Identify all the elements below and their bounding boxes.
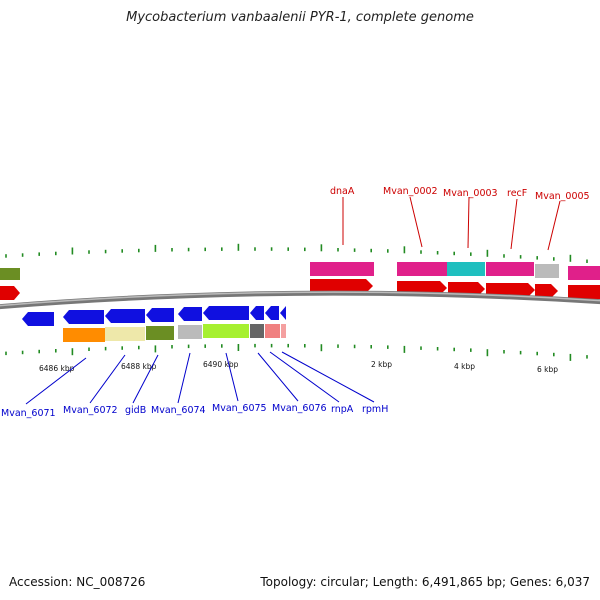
cog-box — [447, 262, 485, 276]
reverse-gene-label-texts: Mvan_6071 Mvan_6072 gidB Mvan_6074 Mvan_… — [1, 403, 388, 419]
leader-line — [177, 352, 191, 404]
reverse-cog-track — [63, 324, 286, 342]
cog-box — [203, 324, 249, 338]
cog-box — [146, 326, 174, 340]
leader-line — [89, 354, 126, 404]
forward-gene-labels — [342, 196, 561, 251]
gene-label: rpmH — [362, 404, 388, 415]
cog-box — [0, 268, 20, 280]
gene-arrow — [203, 306, 249, 320]
gene-label: rnpA — [331, 404, 354, 415]
scale-label: 2 kbp — [371, 360, 392, 369]
cog-box — [486, 262, 534, 276]
gene-label: gidB — [125, 405, 146, 416]
leader-line — [132, 354, 159, 404]
gene-arrow — [310, 279, 373, 293]
gene-arrow — [63, 310, 104, 324]
cog-box — [178, 325, 202, 339]
top-tick-row — [5, 243, 588, 263]
gene-label: Mvan_6071 — [1, 408, 56, 419]
gene-arrow — [568, 285, 600, 299]
forward-cog-track — [0, 262, 600, 280]
gene-arrow — [105, 309, 145, 323]
bottom-tick-row — [5, 343, 588, 361]
gene-arrow — [535, 284, 558, 298]
forward-gene-track — [0, 279, 600, 300]
gene-label: Mvan_6072 — [63, 405, 118, 416]
cog-box — [568, 266, 600, 280]
gene-arrow — [146, 308, 174, 322]
gene-arrow — [280, 306, 286, 320]
gene-label: dnaA — [330, 186, 355, 197]
accession-text: Accession: NC_008726 — [9, 575, 146, 589]
backbone-highlight — [0, 291, 600, 307]
cog-box — [310, 262, 374, 276]
gene-arrow — [0, 286, 20, 300]
gene-label: recF — [507, 188, 527, 199]
cog-box — [397, 262, 447, 276]
cog-box — [105, 327, 145, 341]
scale-label: 6 kbp — [537, 365, 558, 374]
scale-label: 6490 kbp — [203, 360, 239, 369]
gene-arrow — [265, 306, 279, 320]
gene-label: Mvan_0002 — [383, 186, 438, 197]
forward-gene-label-texts: dnaA Mvan_0002 Mvan_0003 recF Mvan_0005 — [330, 186, 590, 202]
reverse-gene-track — [22, 306, 286, 326]
cog-box — [250, 324, 264, 338]
gene-arrow — [178, 307, 202, 321]
genome-backbone — [0, 290, 600, 310]
cog-box — [535, 264, 559, 278]
gene-label: Mvan_6075 — [212, 403, 267, 414]
cog-box — [265, 324, 280, 338]
gene-label: Mvan_0005 — [535, 191, 590, 202]
leader-line — [225, 352, 239, 402]
leader-line — [510, 198, 518, 250]
leader-line — [257, 352, 299, 402]
scale-label: 6486 kbp — [39, 364, 75, 373]
reverse-gene-labels — [25, 351, 375, 405]
leader-line — [25, 357, 87, 405]
gene-label: Mvan_6074 — [151, 405, 206, 416]
scale-labels: 6486 kbp 6488 kbp 6490 kbp 2 kbp 4 kbp 6… — [39, 360, 558, 374]
leader-line — [281, 351, 375, 403]
gene-arrow — [250, 306, 264, 320]
map-title: Mycobacterium vanbaalenii PYR-1, complet… — [126, 10, 474, 25]
gene-label: Mvan_0003 — [443, 188, 498, 199]
gene-label: Mvan_6076 — [272, 403, 327, 414]
scale-label: 4 kbp — [454, 362, 475, 371]
gene-arrow — [486, 283, 535, 297]
cog-box — [63, 328, 105, 342]
cog-box — [281, 324, 286, 338]
scale-label: 6488 kbp — [121, 362, 157, 371]
genome-summary-text: Topology: circular; Length: 6,491,865 bp… — [260, 575, 590, 589]
leader-line — [269, 351, 340, 403]
leader-line — [409, 196, 423, 248]
gene-arrow — [22, 312, 54, 326]
leader-line — [467, 196, 470, 249]
leader-line — [547, 200, 561, 251]
